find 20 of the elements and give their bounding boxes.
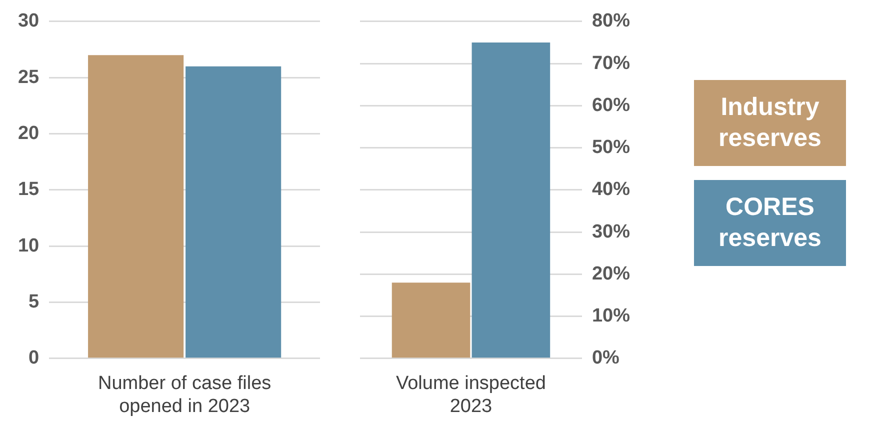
text: CORES reserves	[718, 192, 822, 254]
y-tick-label: 15	[18, 179, 40, 200]
y2-tick-label: 50%	[592, 137, 630, 158]
x-tick-label: Volume inspected 2023	[396, 373, 546, 417]
y2-tick-label: 60%	[592, 94, 630, 116]
y2-tick-label: 40%	[592, 179, 630, 200]
y-tick-label: 25	[18, 66, 40, 88]
x-tick-label: Number of case files opened in 2023	[98, 373, 272, 417]
y-tick-label: 5	[28, 291, 40, 312]
y2-tick-label: 80%	[592, 10, 630, 32]
y2-tick-label: 10%	[592, 306, 630, 327]
y-tick-label: 10	[18, 235, 40, 256]
text: Industry reserves	[718, 92, 822, 154]
y2-tick-label: 20%	[592, 263, 630, 284]
y2-tick-label: 30%	[592, 221, 630, 242]
y-tick-label: 20	[18, 122, 40, 144]
y-tick-label: 30	[18, 10, 40, 32]
y-tick-label: 0	[28, 348, 40, 369]
y2-tick-label: 0%	[592, 348, 620, 369]
y2-tick-label: 70%	[592, 52, 630, 74]
